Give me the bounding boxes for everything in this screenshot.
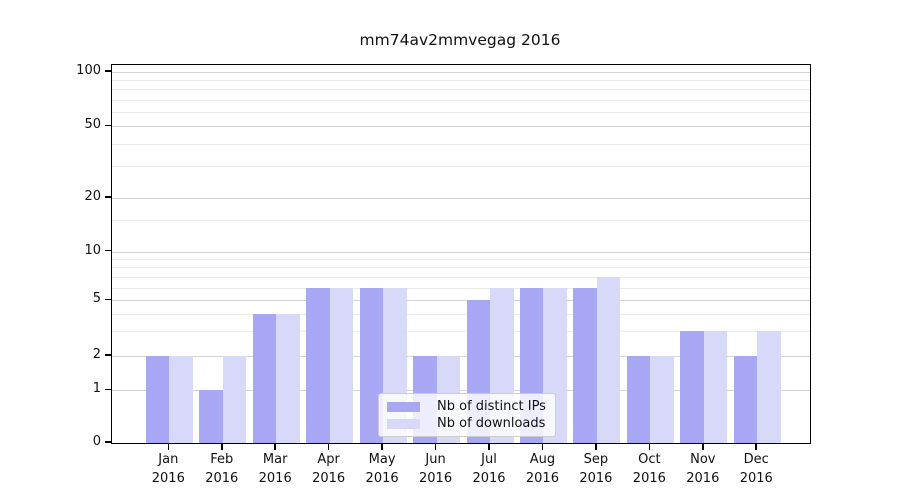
x-axis-tick-label: Apr 2016 <box>312 452 346 486</box>
minor-gridline <box>112 267 810 269</box>
bar-downloads <box>650 356 674 443</box>
y-tick-mark <box>105 298 111 301</box>
y-tick-mark <box>105 388 111 391</box>
bar-distinct-ips <box>626 356 651 443</box>
legend-label-distinct-ips: Nb of distinct IPs <box>437 399 546 414</box>
y-axis-tick-label: 50 <box>84 117 101 133</box>
legend-swatch-distinct-ips <box>387 401 420 412</box>
minor-gridline <box>112 166 810 168</box>
x-axis-tick-label: Jun 2016 <box>419 452 453 486</box>
bar-distinct-ips <box>199 390 223 443</box>
x-axis-tick-label: May 2016 <box>365 452 399 486</box>
bar-distinct-ips <box>680 331 704 443</box>
minor-gridline <box>112 276 810 278</box>
legend: Nb of distinct IPs Nb of downloads <box>378 393 556 437</box>
x-axis-tick-label: Oct 2016 <box>632 452 666 486</box>
y-tick-mark <box>105 354 111 356</box>
x-axis-tick-label: Dec 2016 <box>739 452 773 486</box>
major-gridline <box>112 356 810 357</box>
major-gridline <box>112 198 810 199</box>
bar-downloads <box>169 356 193 443</box>
minor-gridline <box>112 112 810 114</box>
x-axis-tick-label: Nov 2016 <box>686 452 720 486</box>
minor-gridline <box>112 89 810 91</box>
x-tick-mark <box>595 443 597 450</box>
y-tick-mark <box>105 249 111 252</box>
x-tick-mark <box>488 443 490 450</box>
legend-entry-downloads: Nb of downloads <box>387 416 547 431</box>
x-axis-tick-label: Sep 2016 <box>579 452 613 486</box>
major-gridline <box>112 126 810 128</box>
bar-downloads <box>329 287 354 443</box>
minor-gridline <box>112 80 810 82</box>
bar-distinct-ips <box>306 287 330 443</box>
bar-distinct-ips <box>573 287 597 443</box>
y-axis-tick-label: 10 <box>84 242 101 258</box>
major-gridline <box>112 72 810 73</box>
y-tick-mark <box>105 196 111 198</box>
x-tick-mark <box>220 443 223 450</box>
minor-gridline <box>112 143 810 145</box>
bar-distinct-ips <box>145 356 170 443</box>
minor-gridline <box>112 259 810 261</box>
y-axis-tick-label: 5 <box>92 291 101 307</box>
y-axis-tick-label: 100 <box>76 63 101 78</box>
major-gridline <box>112 251 810 253</box>
x-tick-mark <box>434 443 437 450</box>
bar-distinct-ips <box>252 313 277 443</box>
bar-downloads <box>222 356 247 443</box>
major-gridline <box>112 390 810 392</box>
x-tick-mark <box>274 443 276 450</box>
x-axis-tick-label: Jan 2016 <box>151 452 185 486</box>
x-axis-tick-label: Mar 2016 <box>258 452 292 486</box>
bar-downloads <box>276 313 300 443</box>
x-axis-tick-label: Jul 2016 <box>472 452 506 486</box>
plot-area: Nb of distinct IPs Nb of downloads <box>111 64 811 444</box>
minor-gridline <box>112 331 810 333</box>
y-axis-tick-label: 2 <box>92 347 101 362</box>
minor-gridline <box>112 313 810 315</box>
y-axis-tick-label: 0 <box>92 434 101 449</box>
y-tick-mark <box>105 441 111 443</box>
x-tick-mark <box>648 443 651 450</box>
major-gridline <box>112 300 810 302</box>
bar-downloads <box>596 276 621 443</box>
legend-label-downloads: Nb of downloads <box>437 416 546 431</box>
x-axis-tick-label: Feb 2016 <box>205 452 239 486</box>
y-tick-mark <box>105 124 111 127</box>
x-tick-mark <box>167 443 170 450</box>
y-axis-tick-label: 1 <box>92 381 101 397</box>
y-tick-mark <box>105 70 111 72</box>
minor-gridline <box>112 287 810 289</box>
bar-distinct-ips <box>359 287 384 443</box>
legend-entry-distinct-ips: Nb of distinct IPs <box>387 399 547 414</box>
y-axis-tick-label: 20 <box>84 189 101 204</box>
legend-swatch-downloads <box>387 418 420 429</box>
x-tick-mark <box>541 443 544 450</box>
minor-gridline <box>112 220 810 222</box>
bar-downloads <box>703 331 728 443</box>
x-axis-tick-label: Aug 2016 <box>525 452 559 486</box>
chart-title: mm74av2mmvegag 2016 <box>359 31 561 49</box>
x-tick-mark <box>755 443 758 450</box>
minor-gridline <box>112 99 810 101</box>
bar-distinct-ips <box>733 356 758 443</box>
x-tick-mark <box>702 443 704 450</box>
x-tick-mark <box>327 443 330 450</box>
bar-downloads <box>757 331 781 443</box>
x-tick-mark <box>381 443 383 450</box>
